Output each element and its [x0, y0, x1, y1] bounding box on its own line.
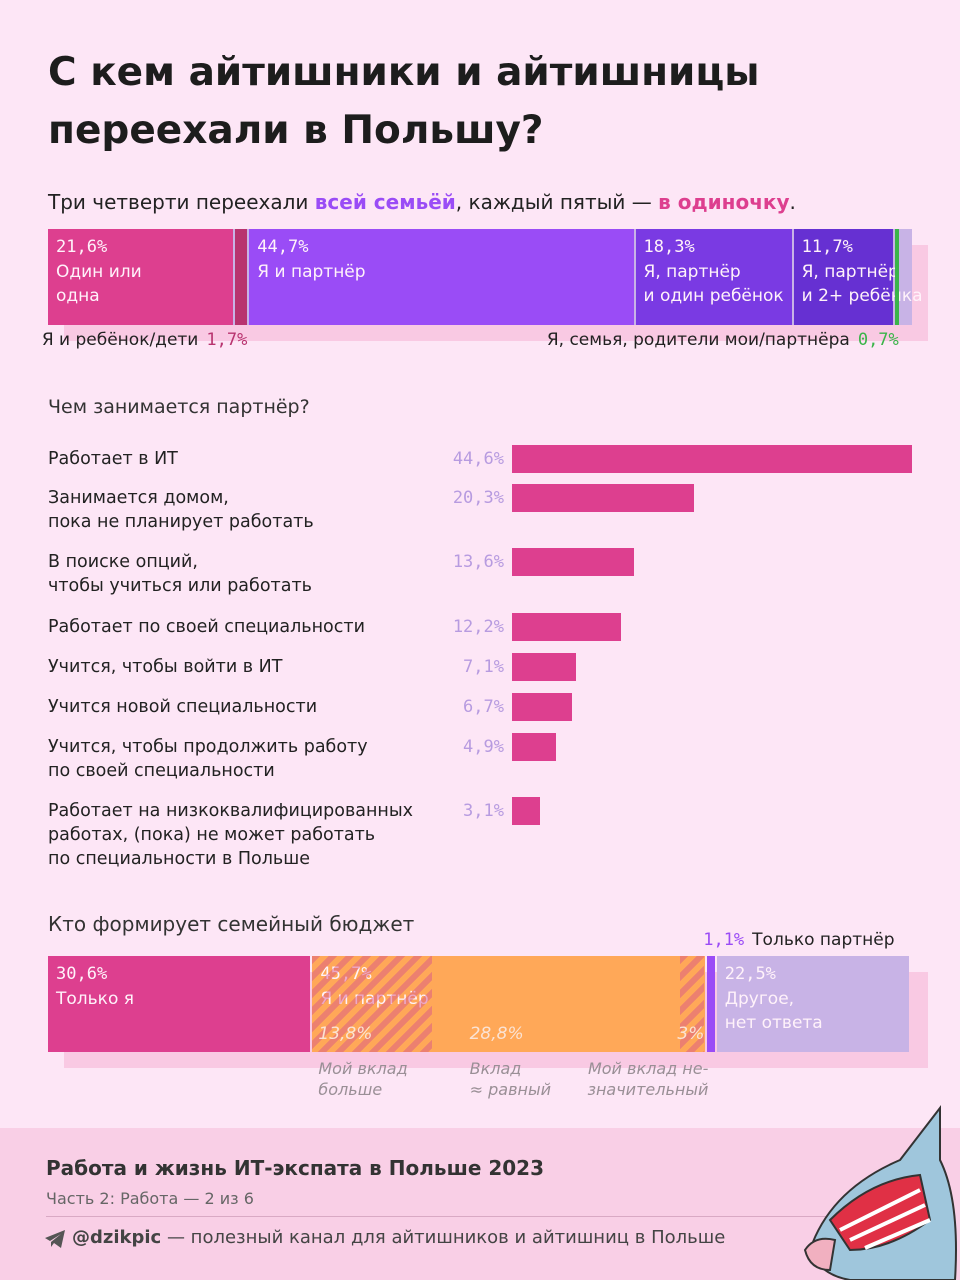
sub-segment [312, 956, 432, 1052]
sub-label: Вклад ≈ равный [469, 1059, 551, 1099]
value-label: 0,7% [857, 330, 899, 350]
segment-label: Я, партнёр и 2+ ребёнка [801, 262, 923, 306]
segment-label: Я, семья, родители мои/партнёра [546, 330, 850, 350]
sub-value-label: 3% [677, 1024, 705, 1044]
bar [512, 733, 556, 761]
subtitle: Три четверти переехали всей семьёй, кажд… [48, 190, 796, 214]
segment [707, 956, 715, 1052]
footer-channel: @dzikpic — полезный канал для айтишников… [72, 1227, 725, 1248]
channel-handle[interactable]: @dzikpic [72, 1227, 162, 1248]
segment-label: Я и партнёр [320, 987, 428, 1011]
segment [716, 956, 910, 1052]
segment [894, 229, 899, 325]
value-label: 6,7% [463, 697, 504, 717]
segment [312, 956, 706, 1052]
mascot [803, 1105, 957, 1280]
bar [512, 445, 912, 473]
value-label: 30,6% [56, 964, 108, 984]
outside-label: Я и ребёнок/дети 1,7% [42, 330, 248, 350]
bar [512, 484, 695, 512]
chart-title: Чем занимается партнёр? [48, 396, 310, 418]
category-label: Работает в ИТ [48, 449, 178, 469]
segment [635, 229, 792, 325]
bar [512, 693, 573, 721]
bar [512, 653, 576, 681]
value-label: 7,1% [463, 657, 504, 677]
segment-label: Я и партнёр [257, 262, 366, 282]
value-label: 4,9% [463, 737, 504, 757]
sub-segment [680, 956, 705, 1052]
category-label: Учится, чтобы продолжить работу по своей… [48, 737, 368, 781]
segment-label: Один или одна [56, 262, 142, 306]
value-label: 20,3% [452, 488, 504, 508]
value-label: 3,1% [463, 801, 504, 821]
sub-value-label: 28,8% [469, 1024, 524, 1044]
title: С кем айтишники и айтишницы переехали в … [48, 50, 760, 153]
subtitle-text: . [789, 190, 796, 214]
footer-title: Работа и жизнь ИТ-экспата в Польше 2023 [46, 1156, 545, 1180]
outside-label: Я, семья, родители мои/партнёра 0,7% [547, 330, 899, 350]
footer-band [0, 1128, 960, 1280]
category-label: Учится новой специальности [48, 697, 318, 717]
bar [512, 548, 634, 576]
segment-label: Я, партнёр и один ребёнок [643, 262, 784, 306]
value-label: 22,5% [724, 964, 776, 984]
value-label: 13,6% [452, 552, 504, 572]
category-label: Работает по своей специальности [48, 617, 365, 637]
segment-label: Только я [56, 989, 134, 1009]
sub-label: Мой вклад больше [318, 1059, 408, 1099]
value-label: 1,7% [206, 330, 248, 350]
telegram-icon [45, 1230, 65, 1248]
subtitle-text: Три четверти переехали [48, 190, 315, 214]
subtitle-highlight: в одиночку [658, 190, 790, 214]
bar [512, 613, 622, 641]
channel-note: — полезный канал для айтишников и айтишн… [161, 1227, 726, 1248]
segment [234, 229, 248, 325]
subtitle-text: , каждый пятый — [455, 190, 659, 214]
chart-title: Кто формирует семейный бюджет [48, 912, 415, 936]
value-label: 18,3% [643, 237, 695, 257]
value-label: 44,6% [452, 449, 504, 469]
segment [249, 229, 634, 325]
footer-subtitle: Часть 2: Работа — 2 из 6 [46, 1189, 254, 1208]
category-label: В поиске опций, чтобы учиться или работа… [48, 552, 312, 596]
bar [512, 797, 540, 825]
category-label: Занимается домом, пока не планирует рабо… [48, 488, 314, 532]
segment [48, 229, 233, 325]
segment-label: Только партнёр [752, 930, 895, 950]
outside-label: 1,1% Только партнёр [703, 930, 894, 950]
segment-label: Я и ребёнок/дети [41, 330, 199, 350]
value-label: 45,7% [320, 964, 371, 984]
value-label: 44,7% [257, 237, 309, 257]
segment [793, 229, 893, 325]
category-label: Учится, чтобы войти в ИТ [48, 657, 283, 677]
value-label: 21,6% [56, 237, 108, 257]
sub-value-label: 13,8% [318, 1024, 373, 1044]
segment-label: Другое, нет ответа [724, 989, 823, 1033]
sub-label: Мой вклад не- значительный [587, 1059, 709, 1099]
footer-divider [46, 1216, 926, 1217]
value-label: 1,1% [703, 930, 745, 950]
category-label: Работает на низкоквалифицированных работ… [48, 801, 414, 869]
value-label: 11,7% [801, 237, 853, 257]
value-label: 12,2% [452, 617, 504, 637]
subtitle-highlight: всей семьёй [314, 190, 456, 214]
segment [48, 956, 311, 1052]
